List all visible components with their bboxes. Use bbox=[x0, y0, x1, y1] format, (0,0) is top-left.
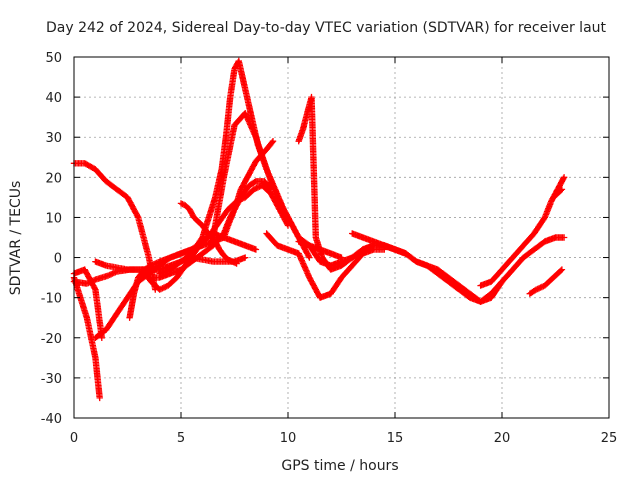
x-tick-label: 10 bbox=[280, 431, 297, 446]
y-tick-label: 10 bbox=[45, 211, 62, 226]
y-axis-label: SDTVAR / TECUs bbox=[8, 181, 24, 296]
point-markers bbox=[263, 230, 388, 301]
point-markers bbox=[526, 266, 566, 297]
y-tick-label: 50 bbox=[45, 51, 62, 66]
plot-frame bbox=[73, 56, 610, 419]
y-tick-label: 40 bbox=[45, 91, 62, 106]
x-axis-label: GPS time / hours bbox=[281, 458, 398, 474]
series-track-16 bbox=[349, 230, 568, 305]
data-points bbox=[70, 57, 568, 402]
point-markers bbox=[550, 186, 566, 201]
y-tick-label: 20 bbox=[45, 171, 62, 186]
grid-lines bbox=[74, 57, 609, 418]
series-track-18 bbox=[526, 266, 566, 297]
axis-ticks bbox=[73, 56, 610, 419]
y-tick-label: -10 bbox=[41, 292, 62, 307]
chart-title: Day 242 of 2024, Sidereal Day-to-day VTE… bbox=[46, 20, 607, 36]
y-tick-label: -20 bbox=[41, 332, 62, 347]
axis-tick-labels: 0 5 10 15 20 25 -40 -30 -20 -10 0 10 20 30 40 50 bbox=[41, 51, 618, 446]
y-tick-label: 0 bbox=[54, 252, 62, 267]
series-track-19 bbox=[550, 186, 566, 201]
series-track-13 bbox=[263, 230, 388, 301]
x-tick-label: 25 bbox=[601, 431, 618, 446]
point-markers bbox=[477, 174, 568, 289]
y-tick-label: 30 bbox=[45, 131, 62, 146]
x-tick-label: 15 bbox=[387, 431, 404, 446]
x-tick-label: 20 bbox=[494, 431, 511, 446]
point-markers bbox=[349, 230, 568, 305]
y-tick-label: -30 bbox=[41, 372, 62, 387]
x-tick-label: 0 bbox=[70, 431, 78, 446]
x-tick-label: 5 bbox=[177, 431, 185, 446]
y-tick-label: -40 bbox=[41, 412, 62, 427]
series-track-17 bbox=[477, 174, 568, 289]
